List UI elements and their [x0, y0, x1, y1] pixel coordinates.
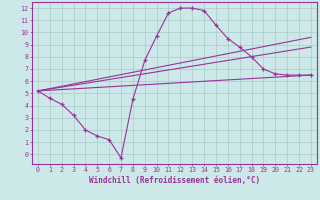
X-axis label: Windchill (Refroidissement éolien,°C): Windchill (Refroidissement éolien,°C) [89, 176, 260, 185]
